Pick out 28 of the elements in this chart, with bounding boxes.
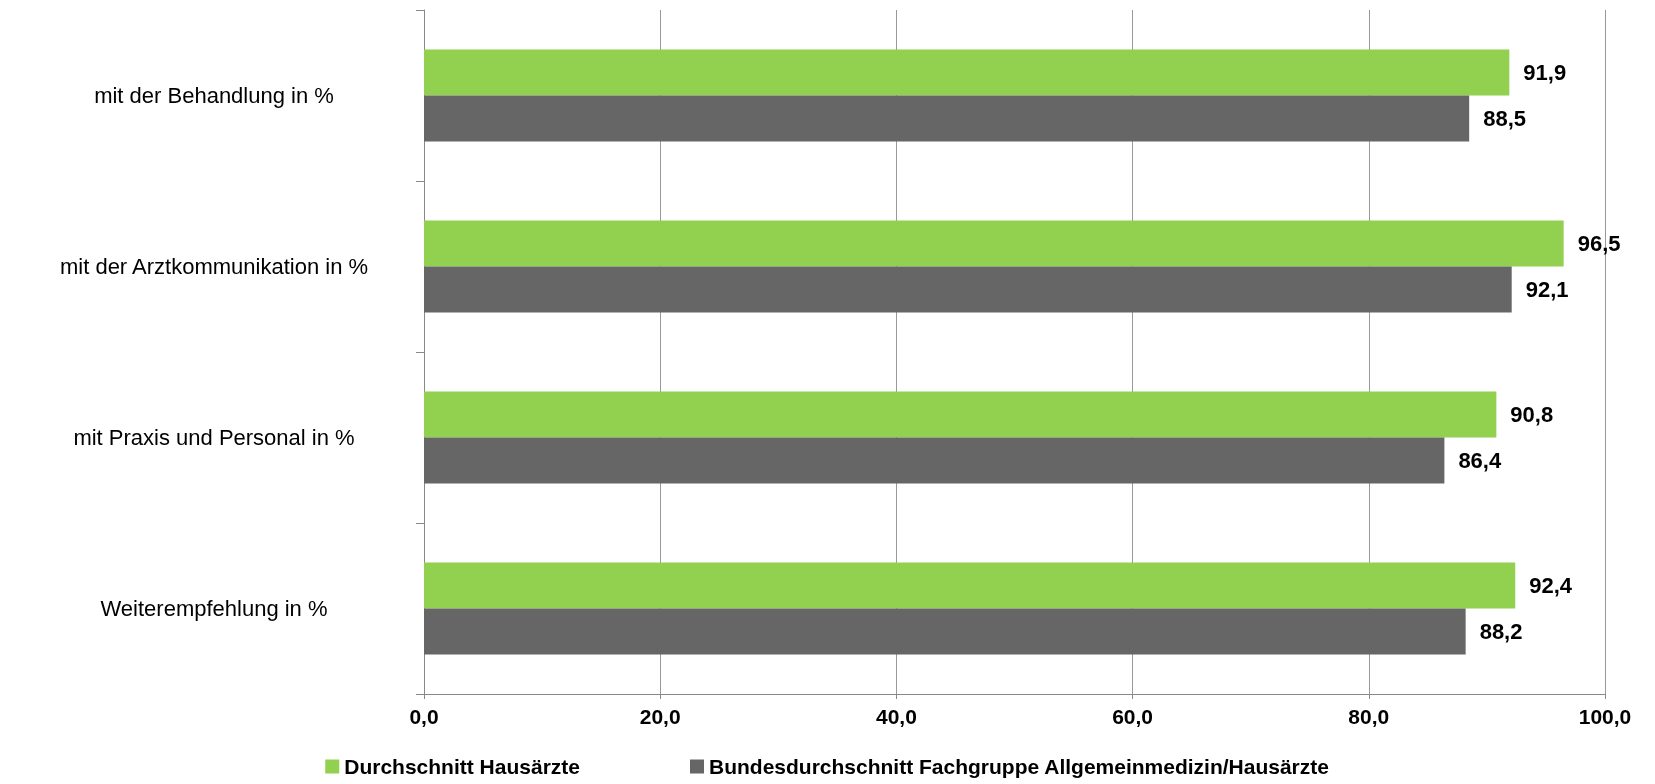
x-tick-label: 60,0 xyxy=(1112,705,1154,728)
y-tick-label: mit der Behandlung in % xyxy=(94,83,334,108)
bar xyxy=(424,608,1466,655)
x-tick-label: 80,0 xyxy=(1348,705,1390,728)
data-label: 92,4 xyxy=(1529,573,1573,598)
bar xyxy=(424,95,1470,142)
y-tick-label: Weiterempfehlung in % xyxy=(100,596,328,621)
bar xyxy=(424,437,1445,484)
data-label: 88,5 xyxy=(1483,106,1527,131)
bar xyxy=(424,49,1510,96)
data-label: 90,8 xyxy=(1510,402,1554,427)
data-label: 88,2 xyxy=(1479,619,1523,644)
x-tick-label: 20,0 xyxy=(639,705,681,728)
y-tick-label: mit Praxis und Personal in % xyxy=(73,425,355,450)
bar xyxy=(424,220,1564,267)
x-tick-label: 40,0 xyxy=(875,705,917,728)
data-label: 86,4 xyxy=(1458,448,1502,473)
data-label: 96,5 xyxy=(1577,231,1621,256)
data-label: 91,9 xyxy=(1523,60,1567,85)
data-label: 92,1 xyxy=(1525,277,1569,302)
y-tick-label: mit der Arztkommunikation in % xyxy=(59,254,369,279)
bar xyxy=(424,562,1516,609)
legend-label: Durchschnitt Hausärzte xyxy=(344,755,580,778)
bar xyxy=(424,391,1497,438)
x-tick-label: 100,0 xyxy=(1578,705,1632,728)
x-tick-label: 0,0 xyxy=(409,705,439,728)
legend-label: Bundesdurchschnitt Fachgruppe Allgemeinmedizin/Hausärzte xyxy=(708,755,1329,778)
bar xyxy=(424,266,1512,313)
